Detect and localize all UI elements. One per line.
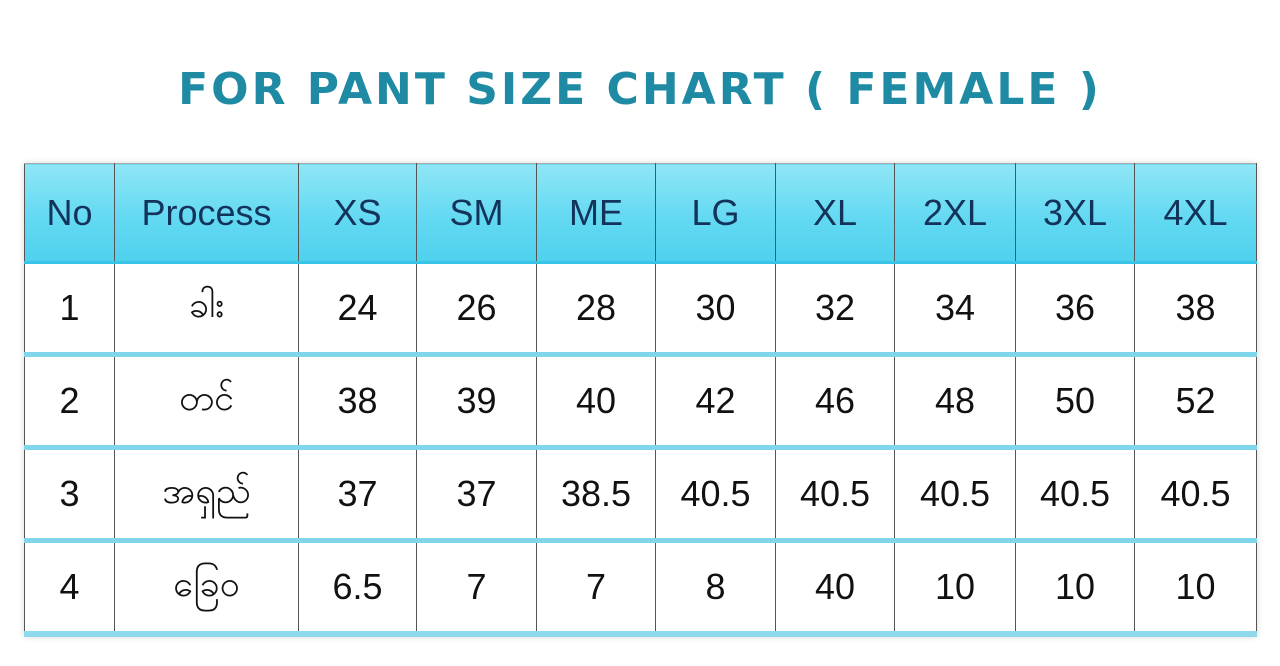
cell-value: 46: [775, 354, 895, 450]
cell-value: 37: [416, 447, 537, 543]
cell-value: 38: [298, 354, 417, 450]
table-header-row: No Process XS SM ME LG XL 2XL 3XL 4XL: [24, 163, 1257, 264]
cell-value: 28: [536, 262, 656, 357]
cell-no: 4: [24, 540, 115, 637]
cell-value: 8: [655, 540, 776, 637]
cell-value: 42: [655, 354, 776, 450]
table-row: 4 ခြေဝ 6.5 7 7 8 40 10 10 10: [24, 540, 1257, 637]
column-header-xl: XL: [775, 163, 895, 264]
cell-value: 40.5: [894, 447, 1016, 543]
column-header-4xl: 4XL: [1134, 163, 1257, 264]
cell-value: 7: [416, 540, 537, 637]
cell-value: 40.5: [655, 447, 776, 543]
cell-process: တင်: [114, 354, 299, 450]
cell-value: 40.5: [1134, 447, 1257, 543]
cell-value: 6.5: [298, 540, 417, 637]
cell-value: 38.5: [536, 447, 656, 543]
cell-value: 40.5: [775, 447, 895, 543]
column-header-process: Process: [114, 163, 299, 264]
table-row: 2 တင် 38 39 40 42 46 48 50 52: [24, 354, 1257, 450]
cell-value: 10: [1015, 540, 1135, 637]
table-row: 1 ခါး 24 26 28 30 32 34 36 38: [24, 262, 1257, 357]
cell-value: 26: [416, 262, 537, 357]
cell-value: 37: [298, 447, 417, 543]
cell-value: 32: [775, 262, 895, 357]
cell-value: 40: [536, 354, 656, 450]
cell-value: 24: [298, 262, 417, 357]
cell-value: 39: [416, 354, 537, 450]
cell-process: ခါး: [114, 262, 299, 357]
cell-value: 48: [894, 354, 1016, 450]
cell-value: 7: [536, 540, 656, 637]
cell-value: 10: [1134, 540, 1257, 637]
cell-value: 34: [894, 262, 1016, 357]
cell-no: 1: [24, 262, 115, 357]
column-header-no: No: [24, 163, 115, 264]
column-header-sm: SM: [416, 163, 537, 264]
cell-value: 40.5: [1015, 447, 1135, 543]
cell-value: 30: [655, 262, 776, 357]
table-row: 3 အရှည် 37 37 38.5 40.5 40.5 40.5 40.5 4…: [24, 447, 1257, 543]
cell-value: 52: [1134, 354, 1257, 450]
column-header-xs: XS: [298, 163, 417, 264]
cell-value: 36: [1015, 262, 1135, 357]
cell-value: 38: [1134, 262, 1257, 357]
size-chart-table: No Process XS SM ME LG XL 2XL 3XL 4XL 1 …: [24, 163, 1257, 637]
cell-process: ခြေဝ: [114, 540, 299, 637]
cell-value: 50: [1015, 354, 1135, 450]
column-header-me: ME: [536, 163, 656, 264]
page-title: FOR PANT SIZE CHART ( FEMALE ): [178, 64, 1102, 115]
column-header-lg: LG: [655, 163, 776, 264]
cell-no: 2: [24, 354, 115, 450]
cell-value: 10: [894, 540, 1016, 637]
cell-value: 40: [775, 540, 895, 637]
column-header-2xl: 2XL: [894, 163, 1016, 264]
cell-process: အရှည်: [114, 447, 299, 543]
column-header-3xl: 3XL: [1015, 163, 1135, 264]
cell-no: 3: [24, 447, 115, 543]
